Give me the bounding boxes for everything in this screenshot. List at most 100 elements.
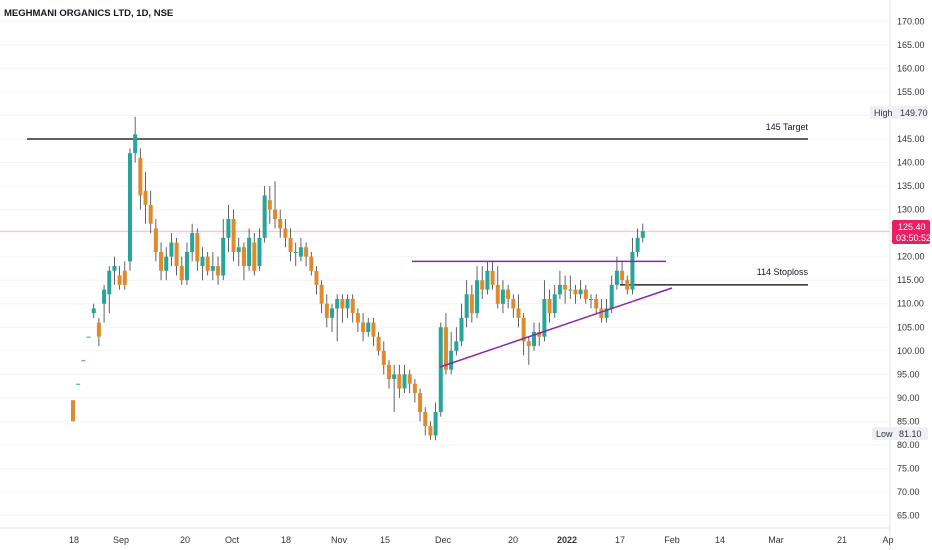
candle-body (500, 289, 505, 304)
candle (200, 247, 205, 281)
candle (469, 284, 474, 323)
candle-body (107, 270, 112, 295)
candle (107, 266, 112, 314)
candle-body (159, 251, 164, 271)
candle-body (423, 411, 428, 427)
candle-body (578, 289, 583, 295)
candle (117, 266, 122, 290)
trendlines (412, 260, 673, 368)
candle-body (304, 247, 309, 257)
candle (102, 284, 107, 323)
price-tick-label: 80.00 (897, 440, 920, 450)
candle (112, 256, 117, 285)
price-tick-label: 90.00 (897, 393, 920, 403)
time-tick-label: Dec (435, 535, 452, 545)
candle-body (454, 341, 459, 351)
high-marker: High 149.70 (870, 106, 928, 119)
candle (464, 280, 469, 328)
target-label: 145 Target (766, 122, 809, 132)
candle-body (148, 204, 153, 224)
candle-body (376, 336, 381, 351)
candle (547, 289, 552, 323)
candle-body (537, 331, 542, 337)
candle (283, 219, 288, 248)
candle (557, 270, 562, 300)
time-tick-label: Ap (882, 535, 893, 545)
candle (371, 317, 376, 347)
candle (361, 313, 366, 342)
candle-body (221, 237, 226, 276)
candle-body (583, 289, 588, 300)
candle-body (210, 266, 215, 271)
candle-body (205, 256, 210, 271)
time-axis[interactable]: 18 Sep 20 Oct 18 Nov 15 Dec 20 2022 17 Feb 14 Mar 21 Ap (69, 535, 894, 545)
candle (537, 322, 542, 347)
time-tick-label: 17 (615, 535, 625, 545)
price-tick-label: 170.00 (897, 16, 925, 26)
candle (578, 280, 583, 300)
time-tick-label: 14 (715, 535, 725, 545)
candle (304, 242, 309, 267)
low-value: 81.10 (899, 429, 922, 439)
candle (293, 242, 298, 267)
candle (630, 237, 635, 295)
candle (340, 294, 345, 323)
time-tick-label: 18 (281, 535, 291, 545)
candle-body (386, 364, 391, 380)
candle (392, 364, 397, 412)
candle-body (355, 313, 360, 323)
candle (288, 228, 293, 262)
candle (490, 261, 495, 290)
candle (169, 233, 174, 267)
level-lines (0, 138, 890, 286)
candle (449, 331, 454, 375)
candle-body (330, 308, 334, 318)
low-label: Low (876, 429, 893, 439)
candle-body (314, 270, 319, 285)
price-tick-label: 100.00 (897, 346, 925, 356)
countdown: 03:50:52 (896, 233, 931, 243)
candle-body (257, 237, 262, 267)
candle (552, 284, 557, 318)
candle-body (366, 322, 371, 332)
candle (412, 379, 417, 403)
candle-body (449, 350, 454, 370)
candle-body (133, 134, 138, 154)
candle-body (252, 242, 257, 271)
candle-body (324, 303, 329, 318)
candle (438, 322, 443, 417)
candle-body (200, 256, 205, 267)
time-tick-label: Nov (331, 535, 348, 545)
candle (174, 237, 179, 276)
candle-body (298, 247, 303, 257)
candle (620, 261, 625, 285)
candle (423, 407, 428, 436)
candle-body (568, 289, 573, 291)
candle (625, 275, 630, 295)
candle (589, 294, 593, 309)
last-price: 125.40 (898, 222, 926, 232)
candle-body (335, 299, 340, 309)
candle-body (267, 200, 272, 210)
price-tick-label: 115.00 (897, 275, 924, 285)
time-tick-label: Oct (225, 535, 240, 545)
candle-body (521, 317, 526, 342)
candle (428, 421, 433, 440)
candle-body (609, 284, 614, 309)
candle (583, 284, 588, 304)
candle-body (563, 284, 568, 290)
candle (526, 336, 531, 365)
candle (568, 275, 573, 300)
candle-body (190, 233, 195, 252)
price-tick-label: 75.00 (897, 463, 920, 473)
candle (81, 360, 86, 362)
candle-body (112, 266, 117, 271)
chart-title: MEGHMANI ORGANICS LTD, 1D, NSE (4, 8, 173, 19)
price-tick-label: 105.00 (897, 322, 925, 332)
candle (262, 186, 267, 243)
candle (573, 284, 578, 304)
candle (226, 204, 231, 252)
candle-body (407, 374, 412, 384)
candle-body (226, 219, 231, 238)
